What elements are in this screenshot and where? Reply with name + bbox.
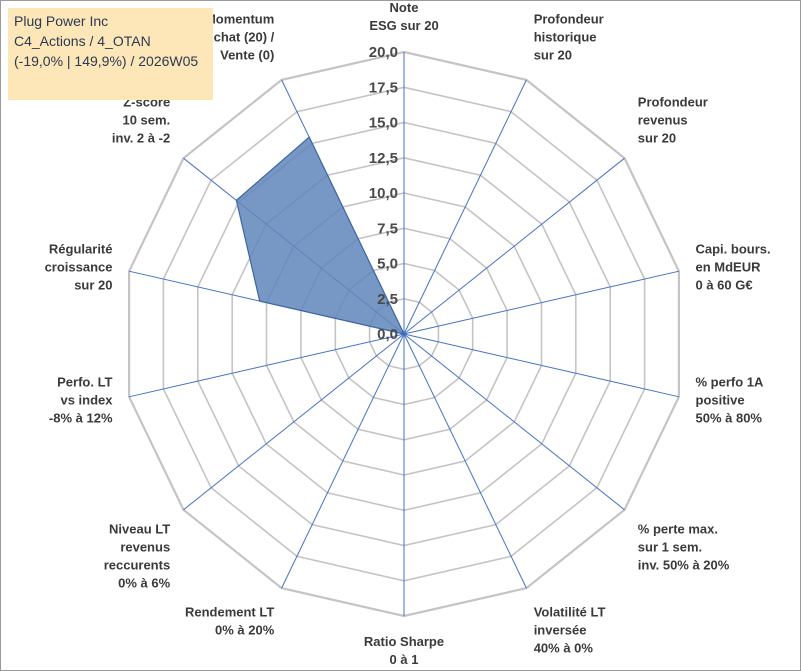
axis-label-line: sur 20 [74, 278, 112, 293]
axis-label: % perfo 1A positive 50% à 80% [696, 375, 765, 426]
axis-label-line: -8% à 12% [49, 411, 113, 426]
axis-label-line: inversée [534, 622, 587, 637]
tick-label: 2,5 [377, 291, 398, 308]
radar-tick-labels: 0,0 2,5 5,0 7,5 10,0 12,5 15,0 17,5 20,0 [369, 44, 398, 343]
tick-label: 12,5 [369, 150, 398, 167]
axis-label-line: sur 1 sem. [638, 539, 702, 554]
tick-label: 7,5 [377, 220, 398, 237]
axis-label-line: Perfo. LT [57, 375, 112, 390]
axis-label-line: ESG sur 20 [369, 18, 438, 33]
axis-label-line: 40% à 0% [534, 640, 594, 655]
axis-label-line: Vente (0) [220, 48, 274, 63]
axis-label-line: Capi. bours. [696, 242, 771, 257]
axis-label-line: positive [696, 393, 745, 408]
axis-spoke [403, 157, 625, 335]
axis-label-line: reccurents [104, 557, 170, 572]
axis-label-line: % perfo 1A [696, 375, 765, 390]
axis-label-line: Profondeur [534, 12, 604, 27]
radar-series [235, 136, 406, 335]
tick-label: 20,0 [369, 44, 398, 61]
axis-label: Note ESG sur 20 [369, 0, 438, 33]
axis-label-line: Volatilité LT [534, 604, 606, 619]
axis-label: Capi. bours. en MdEUR 0 à 60 G€ [696, 242, 771, 293]
axis-label-line: Régularité [49, 242, 113, 257]
axis-label-line: 50% à 80% [696, 411, 763, 426]
axis-label-line: sur 20 [638, 131, 676, 146]
axis-label-line: revenus [120, 539, 170, 554]
tick-label: 15,0 [369, 115, 398, 132]
axis-label-line: inv. 50% à 20% [638, 557, 730, 572]
axis-label-line: Momentum [205, 12, 274, 27]
axis-label: Momentum Achat (20) / Vente (0) [204, 12, 274, 63]
tick-label: 5,0 [377, 256, 398, 273]
axis-label-line: Ratio Sharpe [364, 634, 444, 649]
tick-label: 10,0 [369, 185, 398, 202]
axis-spoke [281, 333, 405, 589]
axis-label: Z-score 10 sem. inv. 2 à -2 [112, 95, 170, 146]
info-category: C4_Actions / 4_OTAN [14, 33, 151, 49]
axis-label-line: 0 à 60 G€ [696, 278, 753, 293]
axis-label-line: 0 à 1 [390, 652, 419, 667]
axis-label-line: 0% à 20% [215, 622, 275, 637]
axis-label: Rendement LT 0% à 20% [185, 604, 275, 637]
info-range: (-19,0% | 149,9%) / 2026W05 [14, 53, 199, 69]
info-box: Plug Power Inc C4_Actions / 4_OTAN (-19,… [8, 8, 213, 100]
axis-label-line: Achat (20) / [204, 30, 274, 45]
axis-label: Profondeur revenus sur 20 [638, 95, 708, 146]
axis-label-line: croissance [45, 260, 113, 275]
info-title: Plug Power Inc [14, 13, 109, 29]
axis-label-line: 0% à 6% [118, 575, 170, 590]
axis-label: Niveau LT revenus reccurents 0% à 6% [104, 521, 171, 590]
axis-label: Volatilité LT inversée 40% à 0% [534, 604, 606, 655]
radar-axis-labels: Note ESG sur 20 Profondeur historique sur 20… [45, 0, 771, 667]
axis-spoke [403, 333, 625, 511]
axis-label-line: 10 sem. [122, 113, 170, 128]
axis-spoke [128, 333, 405, 398]
axis-label-line: inv. 2 à -2 [112, 131, 170, 146]
axis-label: Profondeur historique sur 20 [534, 12, 604, 63]
axis-label-line: historique [534, 30, 597, 45]
axis-label: % perte max. sur 1 sem. inv. 50% à 20% [638, 521, 730, 572]
axis-spoke [403, 270, 680, 335]
axis-label-line: Note [390, 0, 419, 15]
axis-label-line: revenus [638, 113, 688, 128]
axis-label-line: en MdEUR [696, 260, 762, 275]
tick-label: 17,5 [369, 79, 398, 96]
axis-label: Ratio Sharpe 0 à 1 [364, 634, 444, 667]
axis-label: Perfo. LT vs index -8% à 12% [49, 375, 113, 426]
axis-spoke [403, 333, 680, 398]
axis-label-line: vs index [60, 393, 113, 408]
axis-spoke [183, 333, 405, 511]
axis-label-line: Profondeur [638, 95, 708, 110]
axis-spoke [403, 333, 527, 589]
axis-spoke [403, 79, 527, 335]
axis-label-line: % perte max. [638, 521, 718, 536]
axis-label-line: Niveau LT [109, 521, 170, 536]
tick-label: 0,0 [377, 326, 398, 343]
axis-label-line: sur 20 [534, 48, 572, 63]
axis-label: Régularité croissance sur 20 [45, 242, 113, 293]
axis-label-line: Rendement LT [185, 604, 274, 619]
